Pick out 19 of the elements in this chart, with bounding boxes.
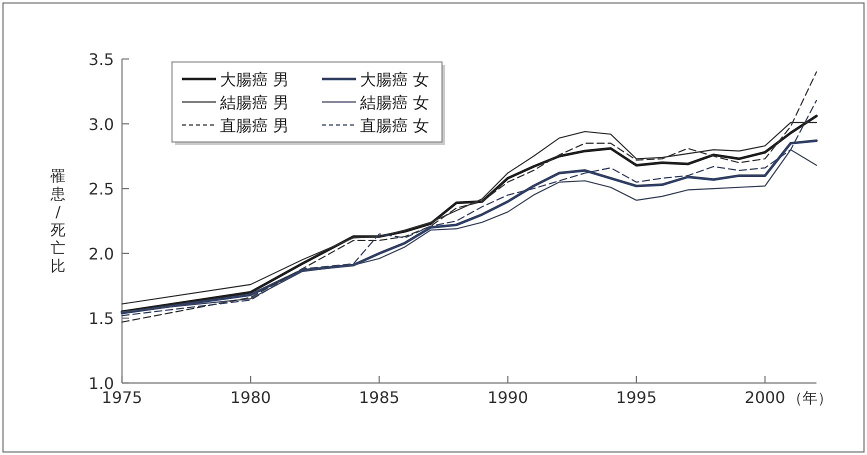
x-tick-label: 1985 [358,388,400,407]
x-tick-label: 2000 [744,388,786,407]
y-tick-label: 3.5 [88,50,114,69]
legend-label: 直腸癌 女 [360,116,430,135]
legend-label: 結腸癌 女 [359,93,430,112]
y-axis-title: 罹患/死亡比 [50,167,66,275]
legend-label: 大腸癌 男 [220,70,290,89]
x-tick-label: 1975 [102,388,142,407]
y-tick-label: 1.5 [88,309,114,328]
x-tick-label: 1995 [616,388,657,407]
x-tick-label: 1980 [230,388,271,407]
legend-label: 大腸癌 女 [360,70,430,89]
legend-label: 直腸癌 男 [220,116,290,135]
x-tick-label: 1990 [487,388,528,407]
y-tick-label: 3.0 [88,114,114,134]
y-tick-label: 2.0 [88,244,114,264]
x-axis-title: （年） [787,389,832,407]
legend-label: 結腸癌 男 [219,93,290,112]
y-tick-label: 2.5 [88,180,114,199]
